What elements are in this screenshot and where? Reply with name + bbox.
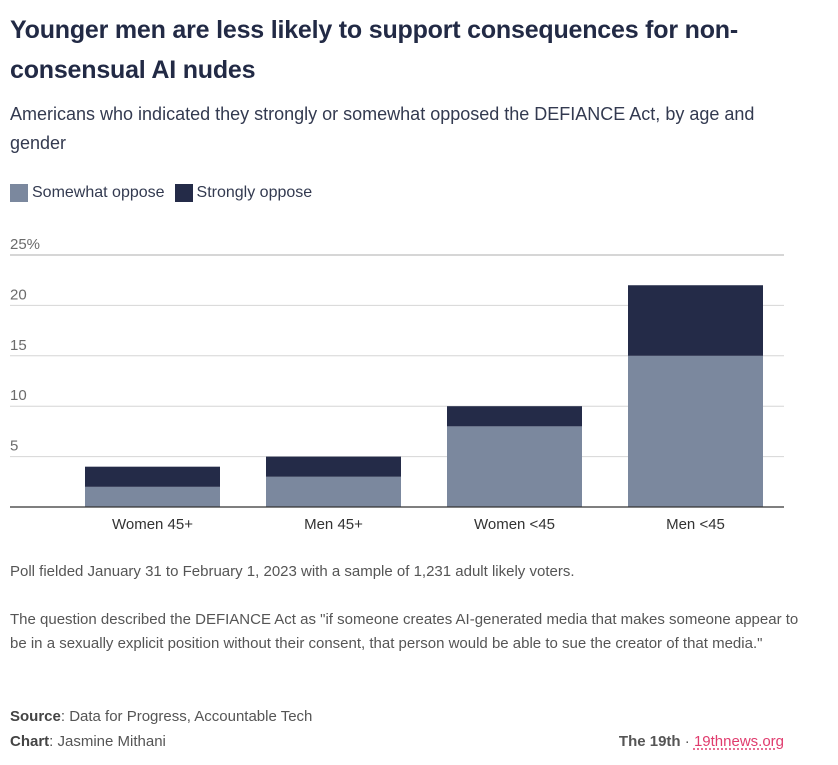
bar-somewhat bbox=[447, 426, 582, 507]
brand-separator: · bbox=[684, 733, 690, 750]
y-tick-label: 10 bbox=[10, 387, 27, 404]
bar-strongly bbox=[85, 466, 220, 487]
brand-name: The 19th bbox=[618, 733, 681, 750]
legend-item-strongly: Strongly oppose bbox=[174, 184, 313, 202]
chart-credit-line: Chart: Jasmine Mithani bbox=[10, 733, 166, 750]
y-tick-label: 5 bbox=[10, 438, 18, 455]
brand-link[interactable]: 19thnews.org bbox=[693, 733, 784, 750]
legend-item-somewhat: Somewhat oppose bbox=[10, 184, 165, 202]
legend-label-strongly: Strongly oppose bbox=[196, 184, 313, 201]
y-tick-label: 15 bbox=[10, 337, 27, 354]
y-tick-label: 20 bbox=[10, 286, 27, 303]
bar-chart: 5 10 15 20 25% Women 45+ Men 45+ Women <45 Men <… bbox=[10, 236, 784, 533]
x-category-label: Women <45 bbox=[474, 516, 555, 533]
legend-label-somewhat: Somewhat oppose bbox=[32, 184, 165, 201]
legend-swatch-somewhat bbox=[10, 184, 28, 202]
bar-somewhat bbox=[85, 486, 220, 507]
bar-strongly bbox=[266, 456, 401, 477]
chart-credit-label: Chart bbox=[10, 733, 50, 750]
source-label: Source bbox=[10, 708, 61, 725]
bar-strongly bbox=[447, 406, 582, 427]
bar-somewhat bbox=[628, 355, 763, 507]
chart-title: Younger men are less likely to support c… bbox=[10, 16, 738, 84]
question-note: The question described the DEFIANCE Act … bbox=[10, 611, 799, 652]
brand: The 19th · 19thnews.org bbox=[619, 733, 784, 750]
x-category-label: Women 45+ bbox=[112, 516, 193, 533]
poll-note: Poll fielded January 31 to February 1, 2… bbox=[10, 563, 575, 580]
bar-strongly bbox=[628, 285, 763, 356]
bar-somewhat bbox=[266, 476, 401, 507]
source-value: : Data for Progress, Accountable Tech bbox=[60, 708, 313, 725]
legend: Somewhat oppose Strongly oppose bbox=[10, 184, 322, 202]
x-category-label: Men 45+ bbox=[304, 516, 363, 533]
source-line: Source: Data for Progress, Accountable T… bbox=[10, 708, 312, 725]
y-tick-label: 25% bbox=[10, 236, 40, 253]
chart-subtitle: Americans who indicated they strongly or… bbox=[10, 104, 755, 153]
legend-swatch-strongly bbox=[174, 184, 193, 202]
x-category-label: Men <45 bbox=[666, 516, 725, 533]
chart-credit-value: : Jasmine Mithani bbox=[49, 733, 166, 750]
